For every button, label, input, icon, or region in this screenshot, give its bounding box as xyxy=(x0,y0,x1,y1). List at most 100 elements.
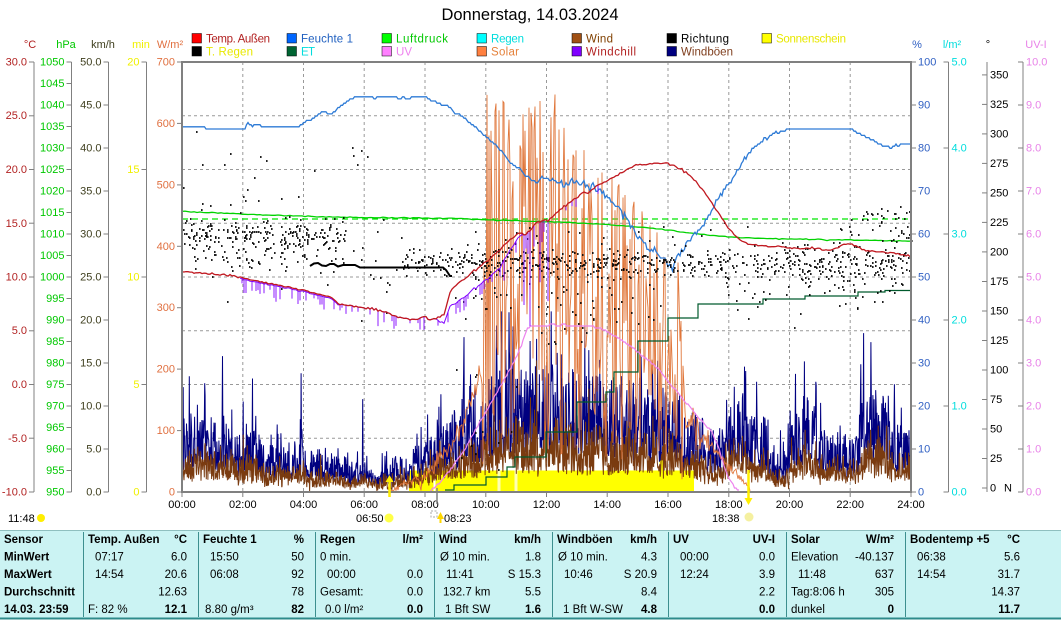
svg-text:50: 50 xyxy=(291,552,304,564)
svg-text:250: 250 xyxy=(990,187,1008,199)
svg-text:400: 400 xyxy=(157,241,175,253)
svg-text:70: 70 xyxy=(918,186,930,198)
svg-text:20.0: 20.0 xyxy=(6,164,27,176)
svg-text:Regen: Regen xyxy=(320,534,355,546)
svg-text:6.0: 6.0 xyxy=(171,552,187,564)
svg-text:Solar: Solar xyxy=(491,47,519,59)
svg-text:12:00: 12:00 xyxy=(533,499,561,511)
svg-text:F: 82 %: F: 82 % xyxy=(88,604,128,616)
svg-text:92: 92 xyxy=(291,569,304,581)
svg-text:Bodentemp +5: Bodentemp +5 xyxy=(910,534,990,546)
svg-text:175: 175 xyxy=(990,276,1008,288)
svg-text:12.63: 12.63 xyxy=(158,587,187,599)
svg-text:225: 225 xyxy=(990,217,1008,229)
svg-text:16:00: 16:00 xyxy=(654,499,682,511)
svg-text:100: 100 xyxy=(990,365,1008,377)
svg-text:1050: 1050 xyxy=(40,57,64,69)
svg-text:0.0: 0.0 xyxy=(759,604,775,616)
svg-text:5.0: 5.0 xyxy=(86,444,101,456)
svg-text:11:48: 11:48 xyxy=(8,513,35,525)
svg-text:07:17: 07:17 xyxy=(95,552,124,564)
svg-text:0: 0 xyxy=(918,487,924,499)
svg-text:Donnerstag, 14.03.2024: Donnerstag, 14.03.2024 xyxy=(441,6,618,24)
svg-text:km/h: km/h xyxy=(630,534,657,546)
svg-text:1.6: 1.6 xyxy=(525,604,541,616)
svg-text:8.0: 8.0 xyxy=(1026,143,1041,155)
svg-text:0: 0 xyxy=(133,487,139,499)
svg-text:700: 700 xyxy=(157,57,175,69)
svg-text:T. Regen: T. Regen xyxy=(206,47,253,59)
svg-text:2.0: 2.0 xyxy=(952,315,967,327)
svg-text:10:00: 10:00 xyxy=(472,499,500,511)
svg-text:06:38: 06:38 xyxy=(917,552,946,564)
svg-text:Wind: Wind xyxy=(586,34,613,46)
svg-text:25.0: 25.0 xyxy=(6,110,27,122)
svg-text:Regen: Regen xyxy=(491,34,524,46)
svg-text:5.0: 5.0 xyxy=(12,325,27,337)
svg-text:132.7 km: 132.7 km xyxy=(443,587,490,599)
svg-text:Feuchte 1: Feuchte 1 xyxy=(301,34,353,46)
svg-text:1035: 1035 xyxy=(40,121,64,133)
svg-text:4.0: 4.0 xyxy=(1026,315,1041,327)
svg-text:14.03. 23:59: 14.03. 23:59 xyxy=(4,604,69,616)
svg-text:20:00: 20:00 xyxy=(776,499,804,511)
svg-text:1.0: 1.0 xyxy=(1026,444,1041,456)
svg-text:1005: 1005 xyxy=(40,250,64,262)
svg-text:31.7: 31.7 xyxy=(998,569,1020,581)
svg-text:18:00: 18:00 xyxy=(715,499,743,511)
svg-text:10: 10 xyxy=(127,272,139,284)
svg-text:Temp. Außen: Temp. Außen xyxy=(206,34,270,46)
svg-text:10.0: 10.0 xyxy=(80,401,101,413)
svg-text:4.0: 4.0 xyxy=(952,143,967,155)
svg-text:965: 965 xyxy=(46,422,64,434)
svg-text:100: 100 xyxy=(918,57,936,69)
svg-text:30: 30 xyxy=(918,358,930,370)
svg-text:8.80 g/m³: 8.80 g/m³ xyxy=(205,604,254,616)
svg-text:hPa: hPa xyxy=(56,39,76,51)
svg-text:min: min xyxy=(132,39,150,51)
svg-text:30.0: 30.0 xyxy=(80,229,101,241)
svg-text:0.0: 0.0 xyxy=(86,487,101,499)
svg-text:1 Bft SW: 1 Bft SW xyxy=(445,604,491,616)
svg-text:300: 300 xyxy=(157,302,175,314)
svg-text:1040: 1040 xyxy=(40,100,64,112)
svg-text:Tag:8:06 h: Tag:8:06 h xyxy=(791,587,845,599)
svg-text:0: 0 xyxy=(888,604,894,616)
svg-text:Solar: Solar xyxy=(791,534,820,546)
svg-text:°C: °C xyxy=(1007,534,1020,546)
svg-text:960: 960 xyxy=(46,444,64,456)
svg-text:0.0: 0.0 xyxy=(952,487,967,499)
svg-text:14.37: 14.37 xyxy=(991,587,1020,599)
svg-text:00:00: 00:00 xyxy=(168,499,196,511)
svg-text:Gesamt:: Gesamt: xyxy=(320,587,363,599)
svg-text:%: % xyxy=(294,534,304,546)
svg-text:275: 275 xyxy=(990,158,1008,170)
svg-text:18:38: 18:38 xyxy=(712,513,740,525)
svg-text:°C: °C xyxy=(174,534,187,546)
svg-text:11:48: 11:48 xyxy=(798,569,826,581)
svg-text:1015: 1015 xyxy=(40,207,64,219)
svg-text:325: 325 xyxy=(990,99,1008,111)
svg-text:6.0: 6.0 xyxy=(1026,229,1041,241)
svg-text:5.0: 5.0 xyxy=(1026,272,1041,284)
svg-text:82: 82 xyxy=(291,604,304,616)
svg-text:30.0: 30.0 xyxy=(6,57,27,69)
svg-text:955: 955 xyxy=(46,465,64,477)
svg-text:12.1: 12.1 xyxy=(165,604,188,616)
svg-text:50: 50 xyxy=(918,272,930,284)
svg-text:08:23: 08:23 xyxy=(444,513,472,525)
svg-text:0.0: 0.0 xyxy=(407,587,423,599)
svg-text:Richtung: Richtung xyxy=(681,34,729,46)
svg-text:N: N xyxy=(1004,483,1012,495)
svg-text:Wind: Wind xyxy=(439,534,467,546)
svg-text:15.0: 15.0 xyxy=(6,218,27,230)
svg-text:1000: 1000 xyxy=(40,272,64,284)
svg-text:20: 20 xyxy=(918,401,930,413)
svg-text:950: 950 xyxy=(46,487,64,499)
svg-text:8.4: 8.4 xyxy=(641,587,658,599)
svg-text:10.0: 10.0 xyxy=(1026,57,1047,69)
svg-text:Elevation: Elevation xyxy=(791,552,838,564)
svg-text:0.0 l/m²: 0.0 l/m² xyxy=(325,604,364,616)
svg-text:0.0: 0.0 xyxy=(407,604,423,616)
svg-text:0: 0 xyxy=(990,483,996,495)
